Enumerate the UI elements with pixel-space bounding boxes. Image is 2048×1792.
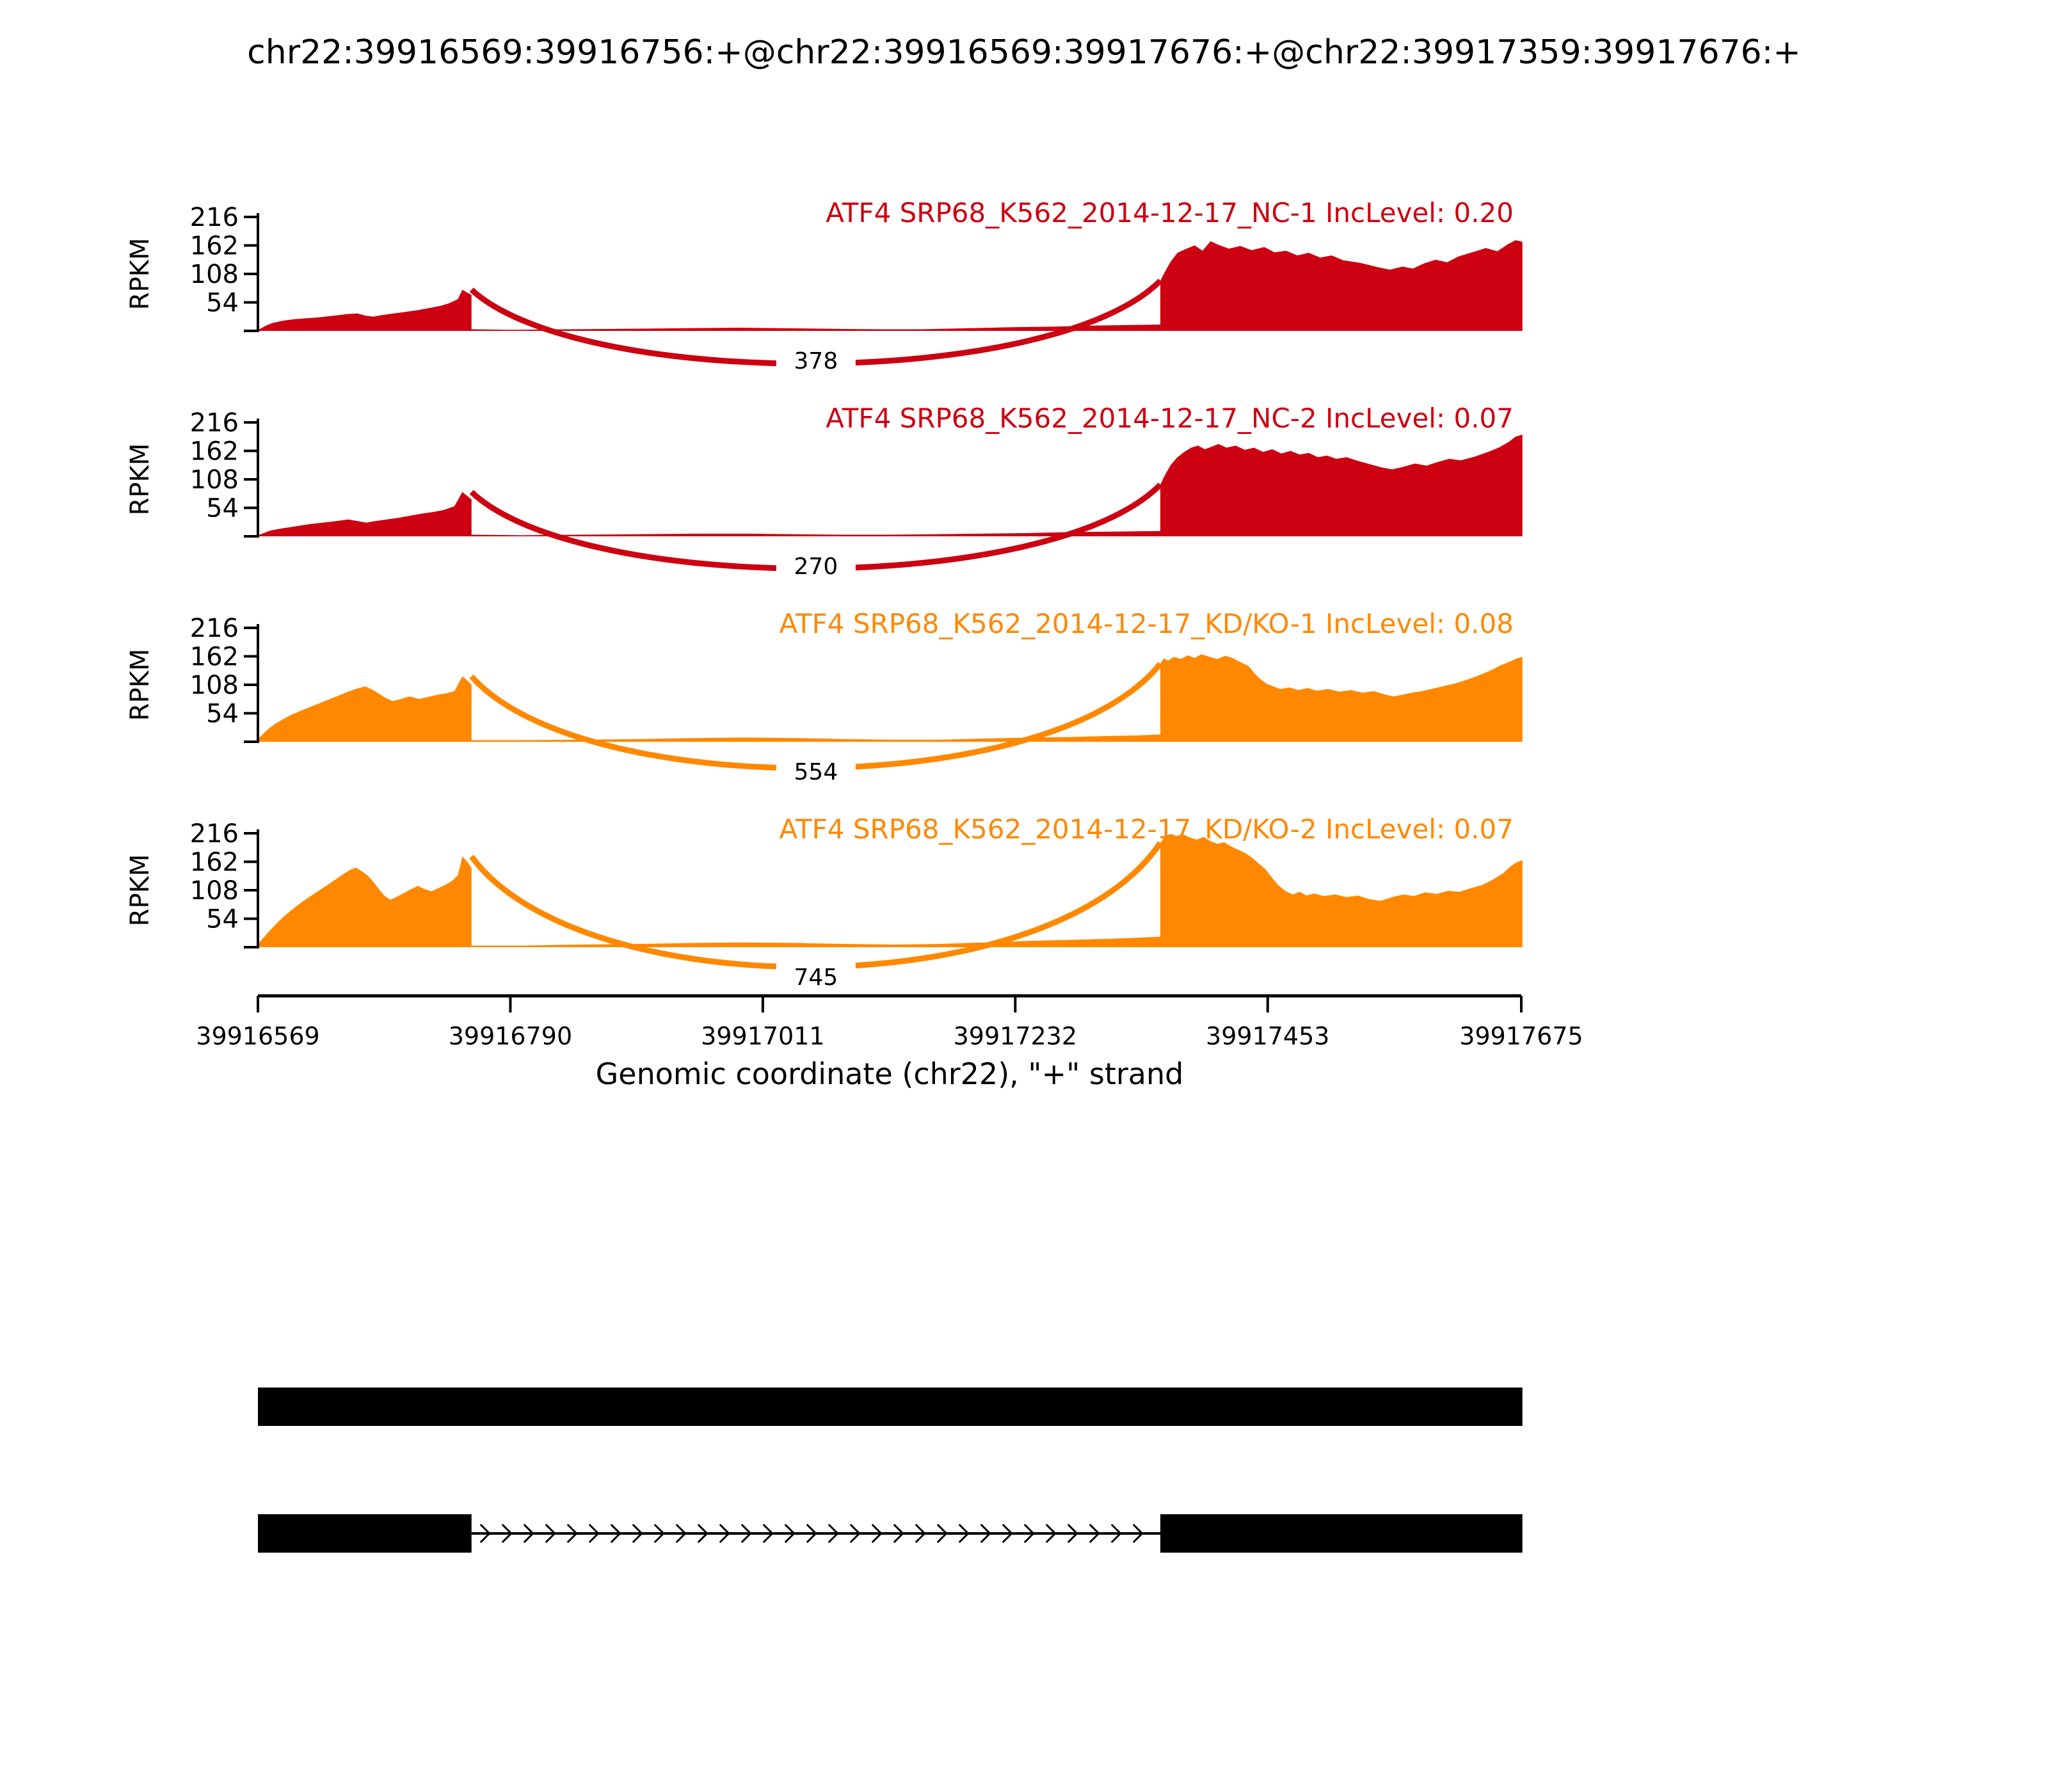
gene-model-strand-arrow-icon: [719, 1523, 730, 1544]
track-label: ATF4 SRP68_K562_2014-12-17_KD/KO-2 IncLe…: [780, 813, 1514, 845]
gene-model-strand-arrow-icon: [980, 1523, 991, 1544]
gene-model-exon: [258, 1388, 1523, 1426]
gene-model-strand-arrow-icon: [806, 1523, 817, 1544]
y-axis-tick-label: 162: [190, 232, 239, 261]
gene-model-strand-arrow-icon: [1110, 1523, 1122, 1544]
gene-model-strand-arrow-icon: [1002, 1523, 1013, 1544]
gene-model-strand-arrow-icon: [849, 1523, 861, 1544]
y-axis-tick-label: 108: [190, 671, 239, 700]
x-axis-tick-label: 39917675: [1459, 1022, 1583, 1050]
track-label: ATF4 SRP68_K562_2014-12-17_NC-1 IncLevel…: [826, 197, 1514, 228]
y-axis-tick-label: 216: [190, 614, 239, 643]
junction-count-backing: [776, 757, 856, 785]
gene-model-strand-arrow-icon: [762, 1523, 774, 1544]
x-axis-tick-label: 39917453: [1206, 1022, 1329, 1050]
gene-model-strand-arrow-icon: [828, 1523, 839, 1544]
gene-model-strand-arrow-icon: [545, 1523, 556, 1544]
gene-model-strand-arrow-icon: [871, 1523, 883, 1544]
gene-model-strand-arrow-icon: [1132, 1523, 1144, 1544]
gene-model-strand-arrow-icon: [1067, 1523, 1078, 1544]
y-axis-tick-label: 162: [190, 643, 239, 672]
gene-model-strand-arrow-icon: [958, 1523, 970, 1544]
track-label: ATF4 SRP68_K562_2014-12-17_KD/KO-1 IncLe…: [780, 608, 1514, 639]
gene-model-strand-arrow-icon: [740, 1523, 752, 1544]
y-axis-tick-label: 108: [190, 260, 239, 289]
junction-arc: [469, 841, 1163, 970]
rpkm-axis-label: RPKM: [125, 649, 155, 721]
x-axis-tick-label: 39916790: [449, 1022, 572, 1050]
coverage-area: [258, 654, 1523, 742]
gene-model-strand-arrow-icon: [893, 1523, 904, 1544]
gene-model-strand-arrow-icon: [697, 1523, 708, 1544]
x-axis-tick-label: 39917011: [701, 1022, 824, 1050]
gene-model-strand-arrow-icon: [523, 1523, 534, 1544]
gene-model-exon: [1160, 1514, 1523, 1553]
coverage-area: [258, 240, 1523, 331]
gene-model-strand-arrow-icon: [1023, 1523, 1035, 1544]
y-axis-tick-label: 54: [206, 700, 239, 729]
rpkm-axis-label: RPKM: [125, 238, 155, 310]
gene-model-strand-arrow-icon: [784, 1523, 796, 1544]
rpkm-axis-label: RPKM: [125, 854, 155, 927]
y-axis-tick-label: 162: [190, 437, 239, 467]
x-axis-tick-label: 39916569: [196, 1022, 319, 1050]
page-title: chr22:39916569:39916756:+@chr22:39916569…: [247, 33, 1801, 72]
y-axis-tick-label: 216: [190, 819, 239, 849]
junction-count-label: 378: [794, 348, 838, 374]
gene-model-strand-arrow-icon: [501, 1523, 513, 1544]
coverage-area: [258, 434, 1523, 536]
gene-model-exon: [258, 1514, 472, 1553]
gene-model-strand-arrow-icon: [610, 1523, 621, 1544]
junction-count-label: 745: [794, 964, 838, 991]
y-axis-tick-label: 216: [190, 408, 239, 438]
track-label: ATF4 SRP68_K562_2014-12-17_NC-2 IncLevel…: [826, 403, 1514, 434]
junction-arc: [469, 662, 1163, 771]
gene-model-strand-arrow-icon: [936, 1523, 948, 1544]
y-axis-tick-label: 108: [190, 465, 239, 495]
gene-model-strand-arrow-icon: [675, 1523, 687, 1544]
y-axis-tick-label: 54: [206, 494, 239, 524]
y-axis-tick-label: 216: [190, 203, 239, 232]
y-axis-tick-label: 162: [190, 848, 239, 877]
y-axis-tick-label: 54: [206, 289, 239, 318]
gene-model-strand-arrow-icon: [653, 1523, 665, 1544]
y-axis-tick-label: 108: [190, 876, 239, 906]
gene-model-strand-arrow-icon: [915, 1523, 926, 1544]
junction-count-backing: [776, 552, 856, 580]
rpkm-axis-label: RPKM: [125, 444, 155, 516]
gene-model-strand-arrow-icon: [479, 1523, 491, 1544]
gene-model-strand-arrow-icon: [566, 1523, 578, 1544]
gene-model-strand-arrow-icon: [1089, 1523, 1100, 1544]
junction-count-backing: [776, 346, 856, 374]
gene-model-strand-arrow-icon: [588, 1523, 600, 1544]
gene-model-strand-arrow-icon: [1045, 1523, 1057, 1544]
junction-count-backing: [776, 963, 856, 991]
x-axis-tick-label: 39917232: [954, 1022, 1077, 1050]
junction-count-label: 270: [794, 554, 838, 580]
y-axis-tick-label: 54: [206, 905, 239, 934]
x-axis-title: Genomic coordinate (chr22), "+" strand: [596, 1057, 1184, 1091]
coverage-area: [258, 833, 1523, 947]
gene-model-strand-arrow-icon: [632, 1523, 643, 1544]
junction-count-label: 554: [794, 759, 838, 785]
